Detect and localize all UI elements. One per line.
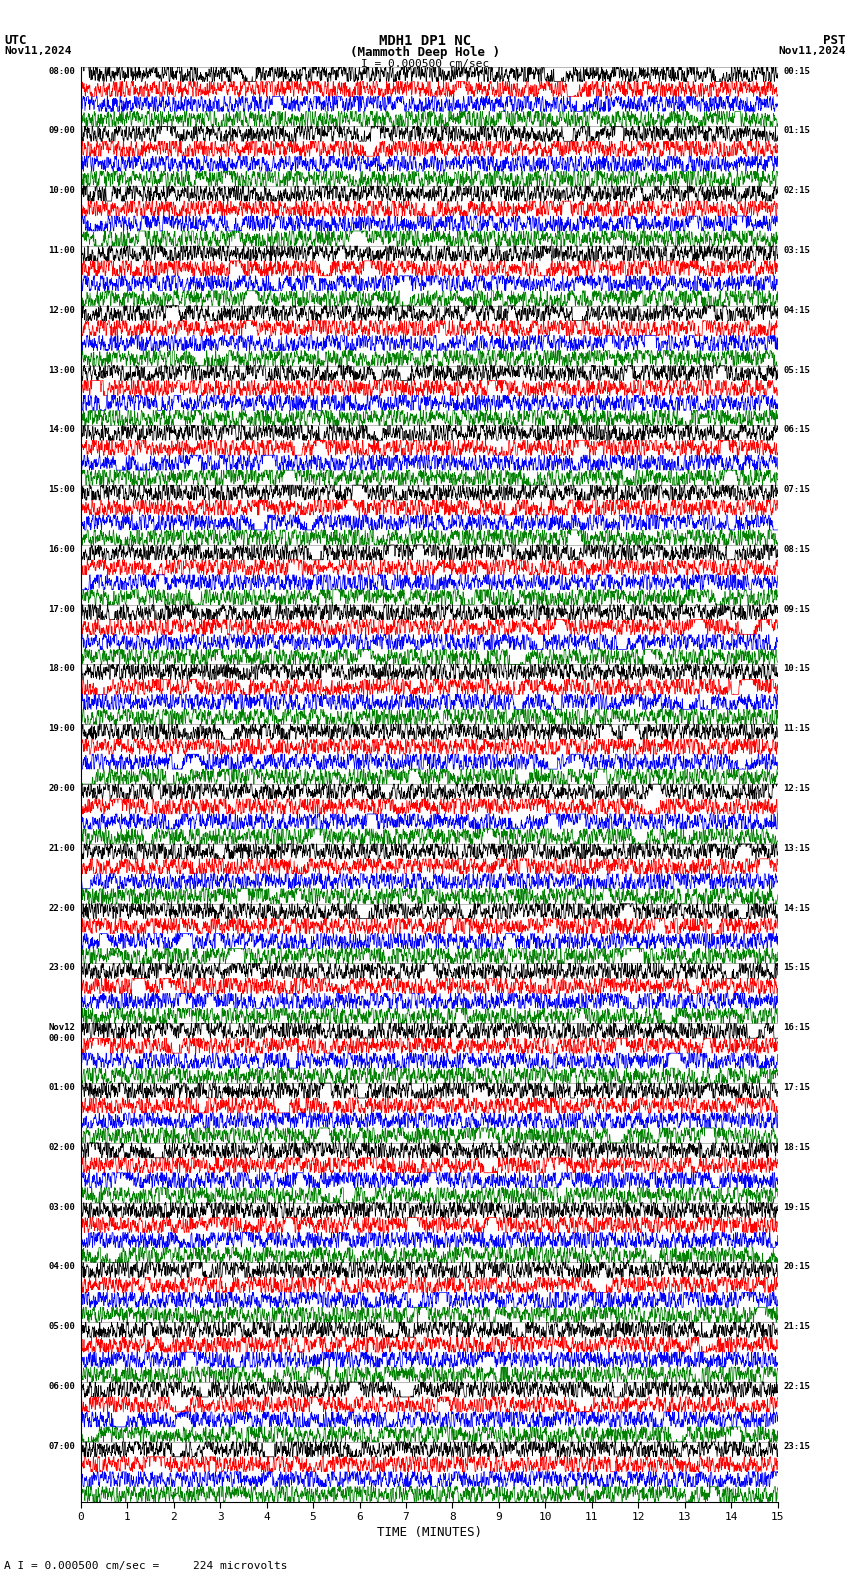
Text: 22:15: 22:15 (784, 1381, 810, 1391)
Text: MDH1 DP1 NC: MDH1 DP1 NC (379, 33, 471, 48)
Text: 01:15: 01:15 (784, 127, 810, 135)
Text: 09:00: 09:00 (48, 127, 75, 135)
Text: 12:15: 12:15 (784, 784, 810, 794)
Text: 08:15: 08:15 (784, 545, 810, 554)
Text: 00:15: 00:15 (784, 67, 810, 76)
Text: 02:00: 02:00 (48, 1144, 75, 1152)
Text: UTC: UTC (4, 33, 26, 48)
Text: 15:00: 15:00 (48, 485, 75, 494)
Text: 21:00: 21:00 (48, 844, 75, 852)
Text: 18:00: 18:00 (48, 665, 75, 673)
Text: I = 0.000500 cm/sec: I = 0.000500 cm/sec (361, 59, 489, 68)
Text: 20:15: 20:15 (784, 1262, 810, 1272)
Text: 15:15: 15:15 (784, 963, 810, 973)
Text: 22:00: 22:00 (48, 903, 75, 912)
Text: 02:15: 02:15 (784, 187, 810, 195)
Text: 17:15: 17:15 (784, 1083, 810, 1091)
Text: 06:00: 06:00 (48, 1381, 75, 1391)
Text: 19:00: 19:00 (48, 724, 75, 733)
Text: 05:15: 05:15 (784, 366, 810, 374)
Text: 17:00: 17:00 (48, 605, 75, 613)
Text: 13:15: 13:15 (784, 844, 810, 852)
Text: 04:00: 04:00 (48, 1262, 75, 1272)
Text: 06:15: 06:15 (784, 425, 810, 434)
Text: 03:00: 03:00 (48, 1202, 75, 1212)
Text: (Mammoth Deep Hole ): (Mammoth Deep Hole ) (350, 46, 500, 59)
Text: 23:15: 23:15 (784, 1441, 810, 1451)
Text: PST: PST (824, 33, 846, 48)
Text: Nov11,2024: Nov11,2024 (4, 46, 71, 55)
Text: 21:15: 21:15 (784, 1323, 810, 1331)
Text: Nov12
00:00: Nov12 00:00 (48, 1023, 75, 1042)
Text: 19:15: 19:15 (784, 1202, 810, 1212)
Text: 14:15: 14:15 (784, 903, 810, 912)
Text: 16:15: 16:15 (784, 1023, 810, 1033)
X-axis label: TIME (MINUTES): TIME (MINUTES) (377, 1527, 482, 1540)
Text: A I = 0.000500 cm/sec =     224 microvolts: A I = 0.000500 cm/sec = 224 microvolts (4, 1562, 288, 1571)
Text: 11:00: 11:00 (48, 246, 75, 255)
Text: 03:15: 03:15 (784, 246, 810, 255)
Text: 08:00: 08:00 (48, 67, 75, 76)
Text: 07:00: 07:00 (48, 1441, 75, 1451)
Text: 14:00: 14:00 (48, 425, 75, 434)
Text: 05:00: 05:00 (48, 1323, 75, 1331)
Text: 12:00: 12:00 (48, 306, 75, 315)
Text: 16:00: 16:00 (48, 545, 75, 554)
Text: Nov11,2024: Nov11,2024 (779, 46, 846, 55)
Text: 04:15: 04:15 (784, 306, 810, 315)
Text: 07:15: 07:15 (784, 485, 810, 494)
Text: 23:00: 23:00 (48, 963, 75, 973)
Text: 20:00: 20:00 (48, 784, 75, 794)
Text: 10:15: 10:15 (784, 665, 810, 673)
Text: 10:00: 10:00 (48, 187, 75, 195)
Text: 09:15: 09:15 (784, 605, 810, 613)
Text: 18:15: 18:15 (784, 1144, 810, 1152)
Text: 13:00: 13:00 (48, 366, 75, 374)
Text: 11:15: 11:15 (784, 724, 810, 733)
Text: 01:00: 01:00 (48, 1083, 75, 1091)
